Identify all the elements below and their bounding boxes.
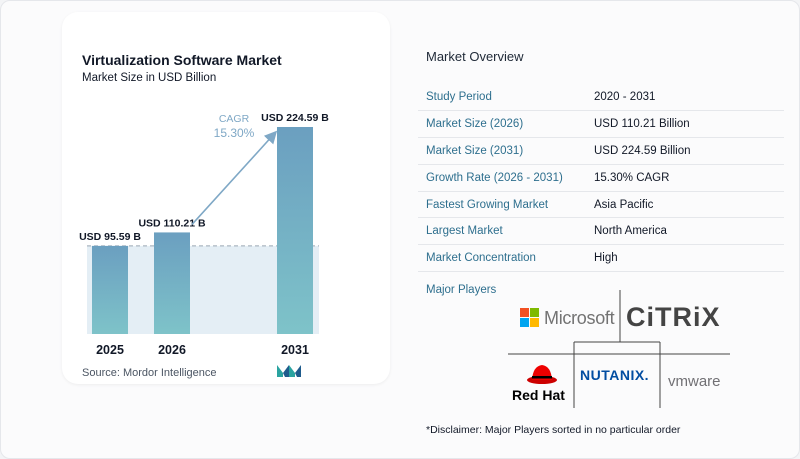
bar-data-label: USD 224.59 B bbox=[261, 112, 329, 124]
overview-value: Asia Pacific bbox=[586, 191, 784, 219]
microsoft-logo-icon bbox=[520, 308, 539, 327]
overview-label: Market Concentration bbox=[418, 244, 586, 273]
nutanix-logo: NUTANIX. bbox=[580, 367, 650, 383]
overview-label: Study Period bbox=[418, 84, 586, 112]
citrix-logo: CiTRiX bbox=[626, 302, 721, 332]
chart-subtitle: Market Size in USD Billion bbox=[82, 72, 217, 84]
table-row: Growth Rate (2026 - 2031) 15.30% CAGR bbox=[418, 164, 784, 192]
table-row: Study Period 2020 - 2031 bbox=[418, 84, 784, 112]
microsoft-logo: Microsoft bbox=[544, 308, 615, 328]
overview-label: Growth Rate (2026 - 2031) bbox=[418, 164, 586, 192]
overview-value: High bbox=[586, 244, 784, 273]
table-row: Market Size (2031) USD 224.59 Billion bbox=[418, 137, 784, 165]
bar bbox=[154, 232, 190, 334]
source-note: Source: Mordor Intelligence bbox=[82, 367, 217, 379]
bar-chart: USD 95.59 B 2025 USD 110.21 B 2026 USD 224.5… bbox=[79, 112, 329, 357]
bar-data-label: USD 95.59 B bbox=[79, 231, 141, 243]
cagr-label: CAGR bbox=[219, 113, 250, 125]
table-row: Market Size (2026) USD 110.21 Billion bbox=[418, 110, 784, 139]
disclaimer: *Disclaimer: Major Players sorted in no … bbox=[426, 424, 681, 436]
major-players-title: Major Players bbox=[426, 284, 497, 296]
x-tick-label: 2031 bbox=[281, 343, 309, 357]
table-row: Fastest Growing Market Asia Pacific bbox=[418, 191, 784, 219]
overview-value: USD 110.21 Billion bbox=[586, 110, 784, 139]
major-players-logo-grid bbox=[508, 290, 730, 408]
overview-value: North America bbox=[586, 217, 784, 246]
x-tick-label: 2026 bbox=[158, 343, 186, 357]
overview-value: 2020 - 2031 bbox=[586, 84, 784, 112]
bar bbox=[277, 127, 313, 334]
red-hat-logo-icon bbox=[527, 365, 557, 384]
overview-label: Market Size (2031) bbox=[418, 137, 586, 165]
vmware-logo: vmware bbox=[668, 373, 721, 390]
x-tick-label: 2025 bbox=[96, 343, 124, 357]
market-overview-title: Market Overview bbox=[426, 49, 524, 64]
overview-label: Fastest Growing Market bbox=[418, 191, 586, 219]
market-overview-table: Study Period 2020 - 2031 Market Size (202… bbox=[418, 84, 784, 273]
red-hat-logo: Red Hat bbox=[512, 387, 565, 403]
cagr-arrow bbox=[191, 130, 278, 225]
mordor-intelligence-logo-icon bbox=[277, 365, 301, 377]
cagr-value: 15.30% bbox=[214, 126, 255, 140]
chart-title: Virtualization Software Market bbox=[82, 52, 282, 68]
table-row: Largest Market North America bbox=[418, 217, 784, 246]
bar bbox=[92, 245, 128, 334]
table-row: Market Concentration High bbox=[418, 244, 784, 273]
bar-data-label: USD 110.21 B bbox=[138, 217, 206, 229]
overview-label: Market Size (2026) bbox=[418, 110, 586, 139]
overview-value: USD 224.59 Billion bbox=[586, 137, 784, 165]
overview-value: 15.30% CAGR bbox=[586, 164, 784, 192]
overview-label: Largest Market bbox=[418, 217, 586, 246]
